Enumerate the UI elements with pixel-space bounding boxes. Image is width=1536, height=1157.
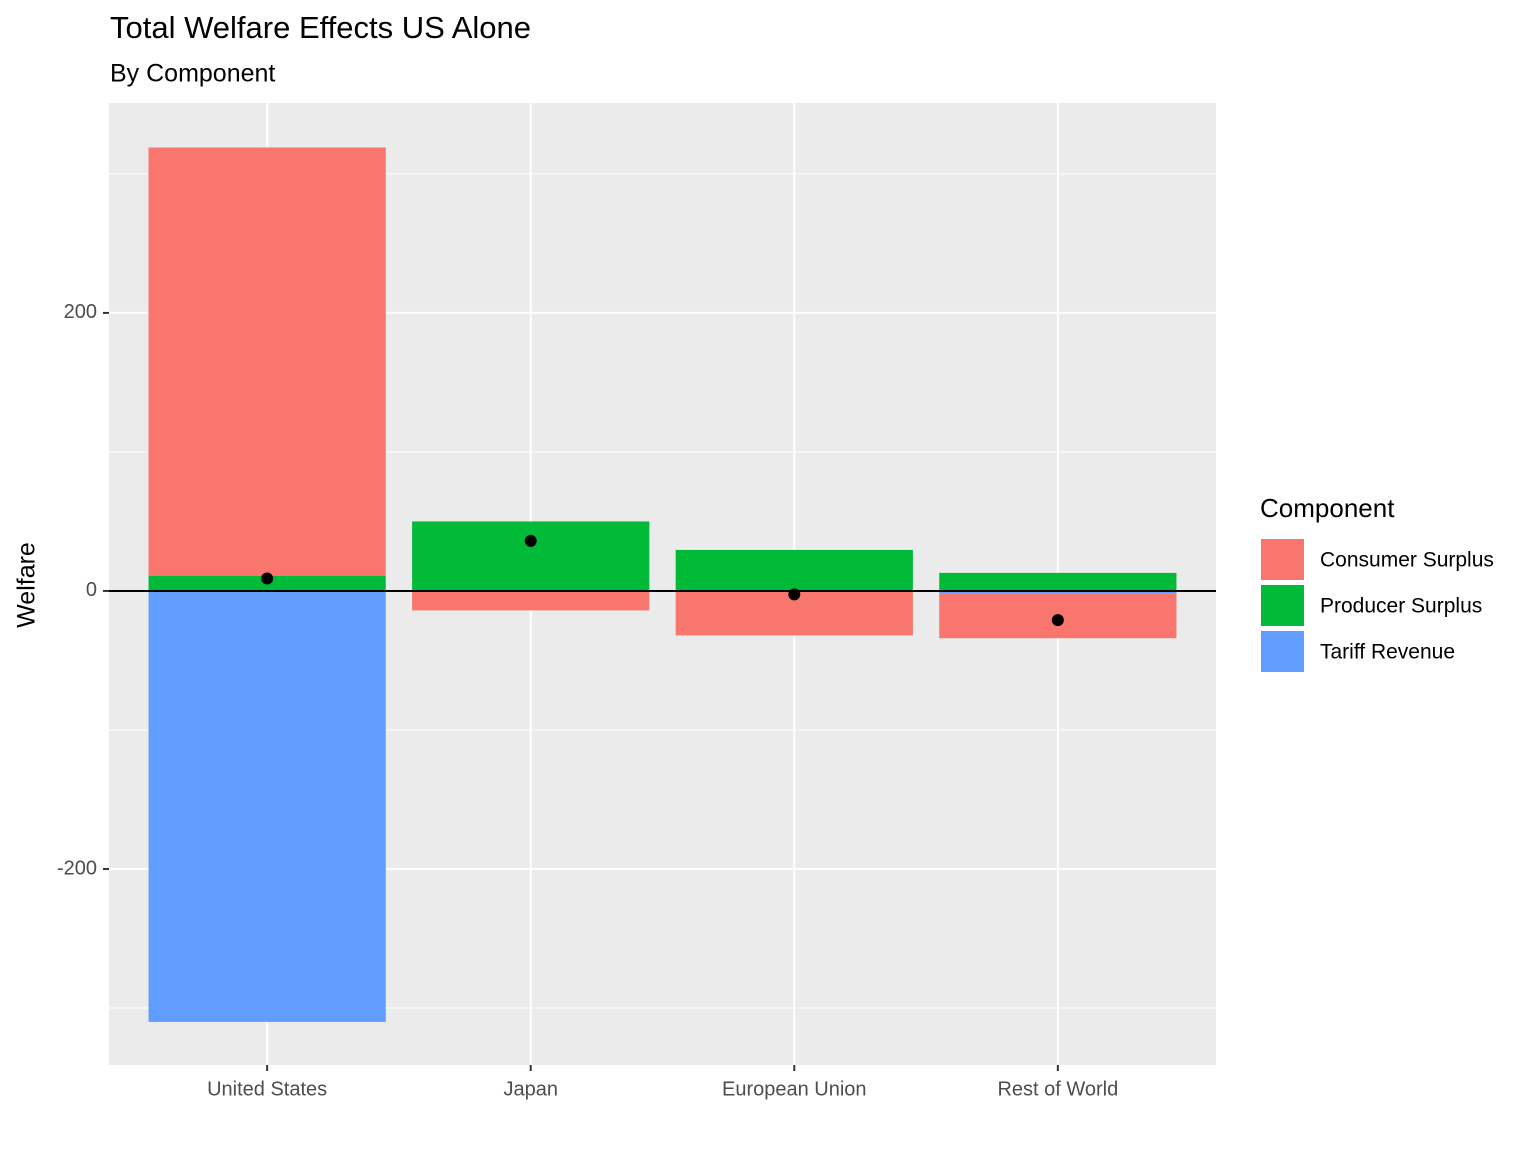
legend-key <box>1261 539 1304 580</box>
bar-segment <box>412 521 650 591</box>
net-point <box>261 572 274 585</box>
legend-key <box>1261 585 1304 626</box>
x-tick-label: Rest of World <box>997 1078 1118 1100</box>
x-tick-label: United States <box>207 1078 327 1100</box>
y-tick-label: 0 <box>86 579 97 601</box>
net-point <box>1051 614 1064 627</box>
legend-title: Component <box>1260 493 1395 523</box>
chart-subtitle: By Component <box>110 60 275 88</box>
bar-segment <box>148 590 386 1022</box>
bar-segment <box>939 572 1177 591</box>
x-tick-label: Japan <box>503 1078 558 1100</box>
x-tick-label: European Union <box>722 1078 867 1100</box>
chart-title: Total Welfare Effects US Alone <box>110 10 531 45</box>
bar-segment <box>939 590 1177 594</box>
bar-segment <box>148 147 386 576</box>
legend-label: Producer Surplus <box>1320 595 1482 618</box>
legend-label: Consumer Surplus <box>1320 549 1494 572</box>
net-point <box>524 534 537 547</box>
net-point <box>788 588 801 601</box>
y-tick-label: 200 <box>64 301 97 323</box>
legend-label: Tariff Revenue <box>1320 641 1455 664</box>
y-axis-label: Welfare <box>13 542 41 628</box>
bar-segment <box>675 549 913 591</box>
bar-segment <box>412 590 650 611</box>
legend-key <box>1261 631 1304 672</box>
y-tick-label: -200 <box>57 857 97 879</box>
